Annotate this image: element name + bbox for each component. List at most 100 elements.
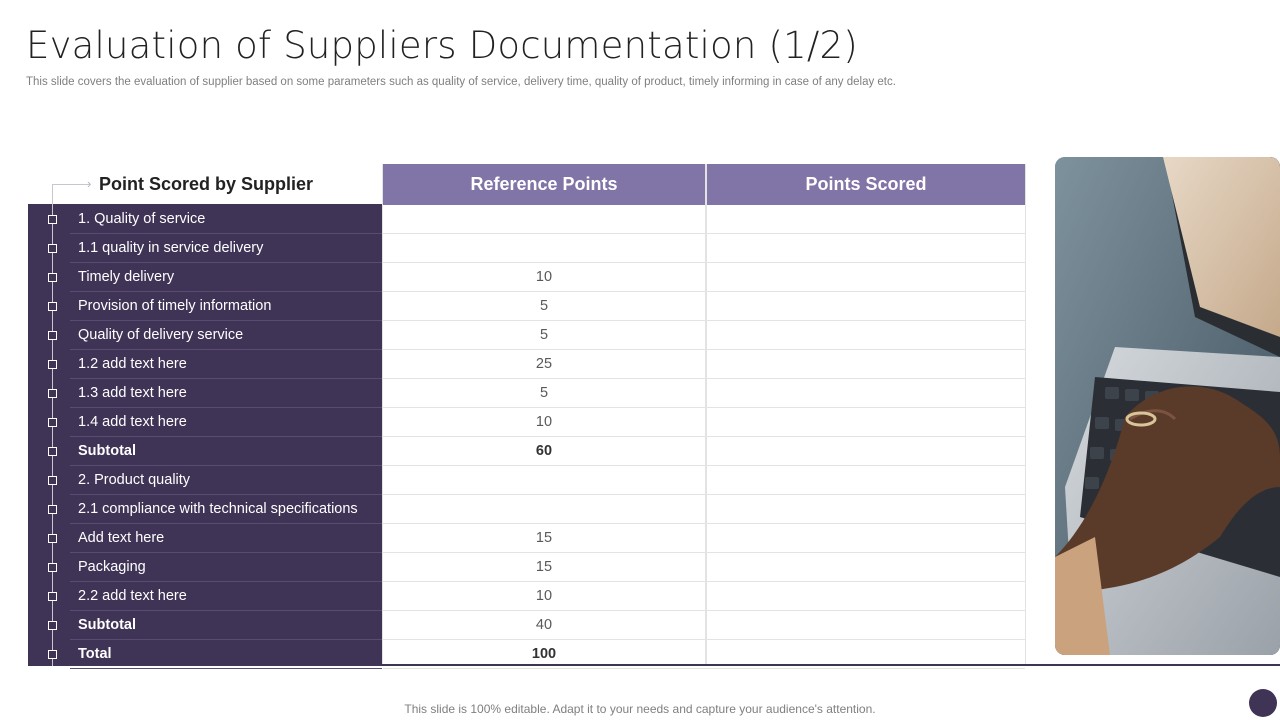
row-divider — [70, 639, 382, 640]
row-divider — [383, 465, 1025, 466]
reference-points-cell — [383, 495, 705, 524]
points-scored-cell — [707, 553, 1025, 582]
points-scored-cell — [707, 321, 1025, 350]
reference-points-cell: 25 — [535, 356, 553, 372]
row-divider — [70, 494, 382, 495]
row-bullet-icon — [48, 418, 57, 427]
reference-points-cell: 10 — [535, 588, 553, 604]
reference-points-cell: 40 — [535, 617, 553, 633]
connector-line-horizontal — [52, 184, 90, 185]
table-row: 1.1 quality in service delivery — [0, 234, 1280, 263]
table-row: 1.4 add text here 10 — [0, 408, 1280, 437]
row-bullet-icon — [48, 389, 57, 398]
points-scored-cell — [707, 263, 1025, 292]
row-divider — [383, 668, 1025, 669]
reference-points-cell: 15 — [535, 559, 553, 575]
row-bullet-icon — [48, 650, 57, 659]
row-divider — [70, 349, 382, 350]
table-row: 1.3 add text here 5 — [0, 379, 1280, 408]
row-bullet-icon — [48, 302, 57, 311]
criterion-label: Provision of timely information — [78, 298, 272, 314]
row-divider — [70, 668, 382, 669]
row-divider — [383, 436, 1025, 437]
row-bullet-icon — [48, 534, 57, 543]
table-row: Timely delivery 10 — [0, 263, 1280, 292]
criterion-label: Subtotal — [78, 617, 136, 633]
row-divider — [70, 233, 382, 234]
criterion-label: Subtotal — [78, 443, 136, 459]
row-divider — [383, 378, 1025, 379]
row-bullet-icon — [48, 563, 57, 572]
table-bottom-rule — [382, 664, 1280, 666]
row-divider — [383, 291, 1025, 292]
row-bullet-icon — [48, 447, 57, 456]
grid-line — [382, 164, 383, 666]
grid-line — [1025, 164, 1026, 666]
criterion-label: 1.1 quality in service delivery — [78, 240, 264, 256]
row-bullet-icon — [48, 360, 57, 369]
reference-points-cell — [383, 234, 705, 263]
row-divider — [70, 262, 382, 263]
points-scored-header: Points Scored — [707, 164, 1025, 205]
laptop-typing-photo — [1055, 157, 1280, 655]
table-row: Total 100 — [0, 640, 1280, 669]
row-divider — [383, 407, 1025, 408]
criterion-label: 2.2 add text here — [78, 588, 187, 604]
points-scored-cell — [707, 611, 1025, 640]
row-divider — [70, 581, 382, 582]
table-row: Quality of delivery service 5 — [0, 321, 1280, 350]
table-row: Packaging 15 — [0, 553, 1280, 582]
table-row: 2.2 add text here 10 — [0, 582, 1280, 611]
criterion-label: 1.2 add text here — [78, 356, 187, 372]
row-bullet-icon — [48, 331, 57, 340]
points-scored-cell — [707, 495, 1025, 524]
criterion-label: Quality of delivery service — [78, 327, 244, 343]
points-scored-cell — [707, 408, 1025, 437]
row-divider — [383, 639, 1025, 640]
criterion-label: Timely delivery — [78, 269, 175, 285]
row-divider — [383, 320, 1025, 321]
row-divider — [70, 523, 382, 524]
row-divider — [383, 523, 1025, 524]
reference-points-cell: 10 — [535, 414, 553, 430]
row-divider — [383, 581, 1025, 582]
points-scored-cell — [707, 582, 1025, 611]
row-bullet-icon — [48, 621, 57, 630]
row-bullet-icon — [48, 244, 57, 253]
row-bullet-icon — [48, 215, 57, 224]
table-row: 1.2 add text here 25 — [0, 350, 1280, 379]
row-divider — [70, 465, 382, 466]
points-scored-cell — [707, 350, 1025, 379]
row-divider — [70, 552, 382, 553]
row-divider — [383, 262, 1025, 263]
reference-points-cell — [383, 205, 705, 234]
reference-points-cell: 5 — [539, 298, 549, 314]
reference-points-cell: 5 — [539, 327, 549, 343]
grid-line — [705, 164, 707, 666]
slide-marker-dot — [1249, 689, 1277, 717]
points-scored-cell — [707, 205, 1025, 234]
criterion-label: Add text here — [78, 530, 165, 546]
criterion-label: Packaging — [78, 559, 146, 575]
row-divider — [383, 349, 1025, 350]
points-scored-cell — [707, 379, 1025, 408]
table-row: Provision of timely information 5 — [0, 292, 1280, 321]
criteria-header: Point Scored by Supplier — [99, 174, 314, 194]
criterion-label: Total — [78, 646, 112, 662]
row-divider — [70, 378, 382, 379]
points-scored-cell — [707, 524, 1025, 553]
row-bullet-icon — [48, 476, 57, 485]
row-divider — [383, 610, 1025, 611]
table-row: 2.1 compliance with technical specificat… — [0, 495, 1280, 524]
points-scored-cell — [707, 234, 1025, 263]
reference-points-cell: 15 — [535, 530, 553, 546]
criterion-label: 2.1 compliance with technical specificat… — [78, 501, 358, 517]
row-bullet-icon — [48, 505, 57, 514]
footer-note: This slide is 100% editable. Adapt it to… — [404, 702, 876, 716]
row-divider — [70, 436, 382, 437]
criterion-label: 1.4 add text here — [78, 414, 187, 430]
chevron-right-icon: › — [87, 176, 92, 191]
row-divider — [70, 407, 382, 408]
row-divider — [70, 610, 382, 611]
page-subtitle: This slide covers the evaluation of supp… — [26, 76, 896, 88]
